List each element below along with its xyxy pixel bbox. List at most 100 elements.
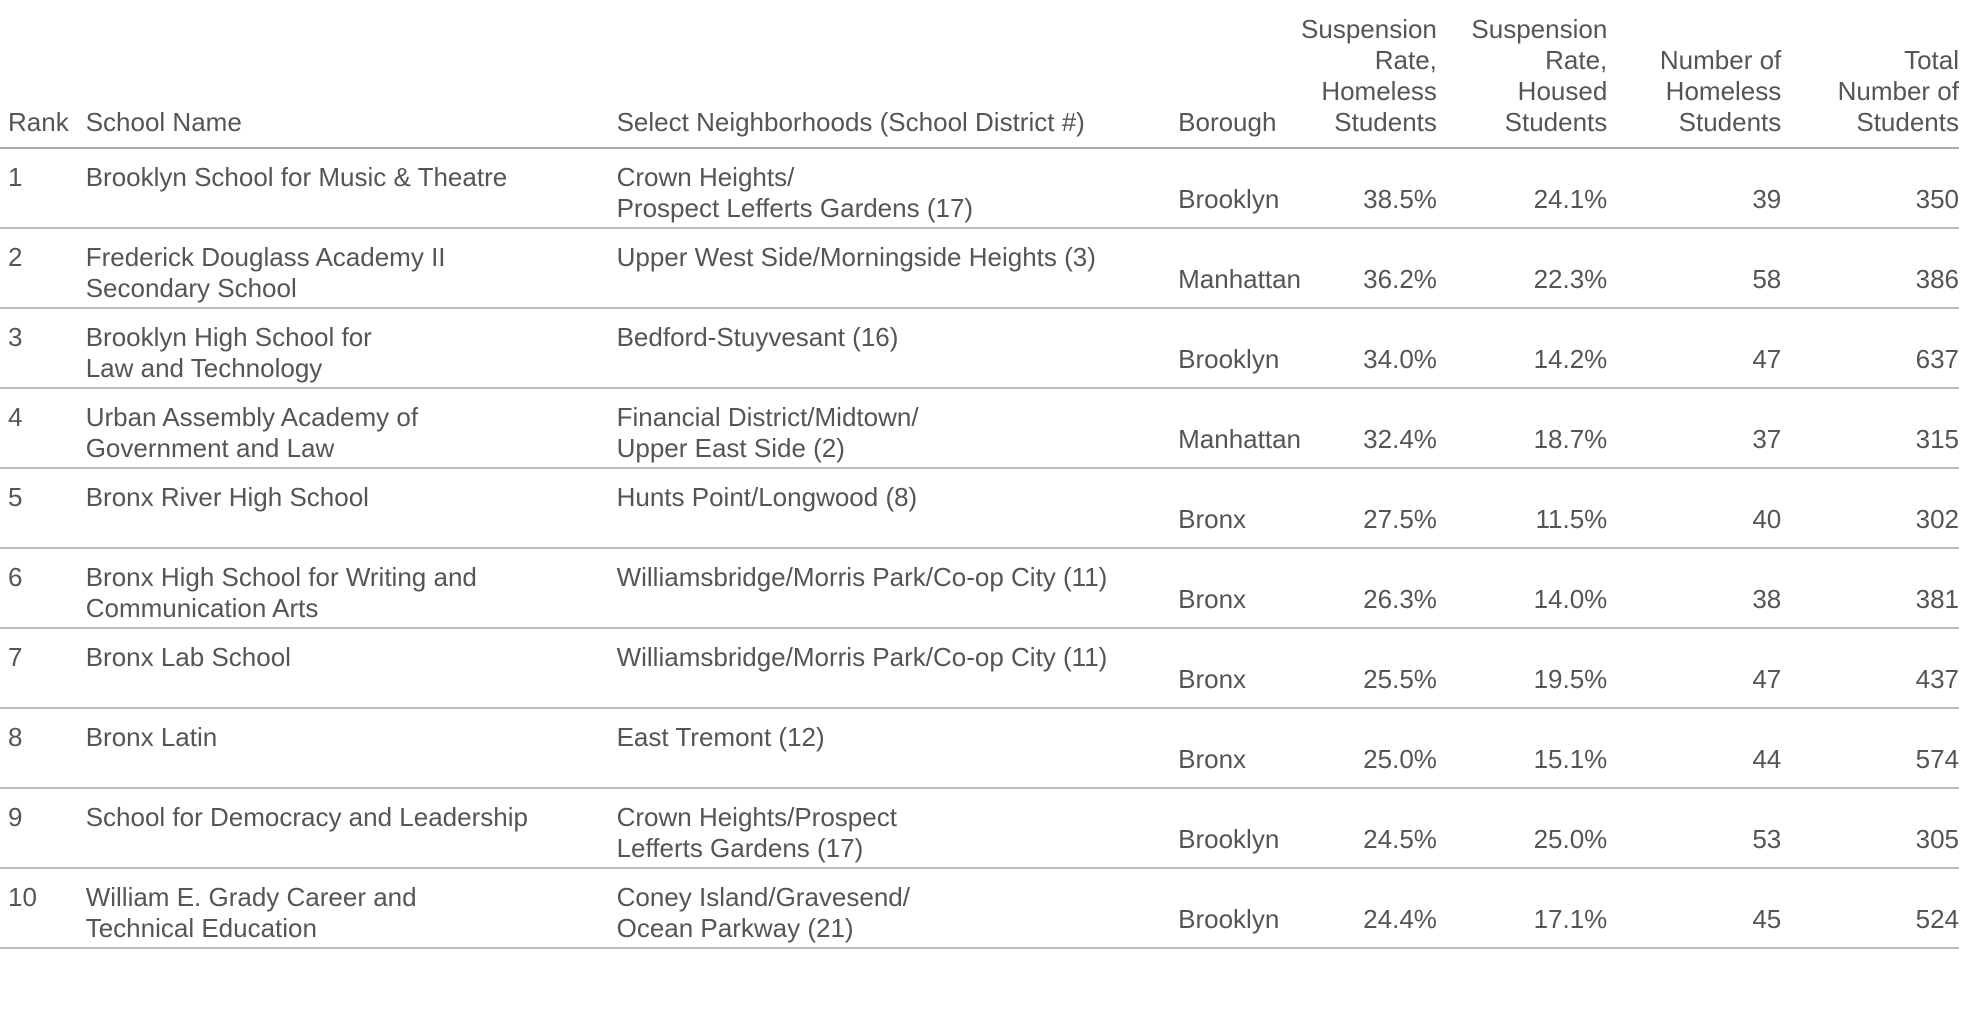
school-name-cell: Bronx River High School <box>85 468 617 549</box>
rate-housed-cell: 25.0% <box>1436 788 1608 869</box>
rank-cell: 8 <box>0 708 86 789</box>
rate-homeless-cell: 34.0% <box>1301 308 1437 389</box>
rate-homeless-cell: 32.4% <box>1301 388 1437 469</box>
neighborhood-cell: Hunts Point/Longwood (8) <box>616 468 1179 549</box>
total-cell: 381 <box>1781 548 1959 629</box>
table-row: 9 School for Democracy and Leadership Crow… <box>0 788 1959 869</box>
neighborhood-cell: Crown Heights/Prospect Lefferts Gardens … <box>616 788 1179 869</box>
rank-cell: 7 <box>0 628 86 709</box>
rate-homeless-cell: 36.2% <box>1301 228 1437 309</box>
rate-housed-cell: 19.5% <box>1436 628 1608 709</box>
table-row: 8 Bronx Latin East Tremont (12) Bronx 25.0% 1… <box>0 708 1959 789</box>
schools-table: Rank School Name Select Neighborhoods (S… <box>0 14 1959 949</box>
num-homeless-cell: 53 <box>1607 788 1782 869</box>
rate-housed-cell: 22.3% <box>1436 228 1608 309</box>
borough-cell: Brooklyn <box>1178 308 1302 389</box>
rank-cell: 5 <box>0 468 86 549</box>
header-row: Rank School Name Select Neighborhoods (S… <box>0 14 1959 149</box>
rate-homeless-cell: 24.4% <box>1301 868 1437 949</box>
num-homeless-cell: 40 <box>1607 468 1782 549</box>
rate-housed-cell: 14.0% <box>1436 548 1608 629</box>
rate-housed-cell: 14.2% <box>1436 308 1608 389</box>
num-homeless-cell: 38 <box>1607 548 1782 629</box>
school-name-cell: Frederick Douglass Academy II Secondary … <box>85 228 617 309</box>
rate-homeless-cell: 38.5% <box>1301 148 1437 229</box>
header-rank: Rank <box>0 14 86 149</box>
rank-cell: 10 <box>0 868 86 949</box>
table-row: 5 Bronx River High School Hunts Point/Long… <box>0 468 1959 549</box>
total-cell: 386 <box>1781 228 1959 309</box>
header-total: Total Number of Students <box>1781 14 1959 149</box>
borough-cell: Brooklyn <box>1178 148 1302 229</box>
rank-cell: 1 <box>0 148 86 229</box>
total-cell: 315 <box>1781 388 1959 469</box>
rate-housed-cell: 18.7% <box>1436 388 1608 469</box>
borough-cell: Bronx <box>1178 708 1302 789</box>
rate-homeless-cell: 26.3% <box>1301 548 1437 629</box>
num-homeless-cell: 39 <box>1607 148 1782 229</box>
total-cell: 574 <box>1781 708 1959 789</box>
borough-cell: Bronx <box>1178 468 1302 549</box>
header-borough: Borough <box>1178 14 1302 149</box>
num-homeless-cell: 58 <box>1607 228 1782 309</box>
table-row: 1 Brooklyn School for Music & Theatre Crow… <box>0 148 1959 229</box>
header-rate-housed: Suspension Rate, Housed Students <box>1436 14 1608 149</box>
borough-cell: Brooklyn <box>1178 788 1302 869</box>
rate-homeless-cell: 25.5% <box>1301 628 1437 709</box>
rate-homeless-cell: 25.0% <box>1301 708 1437 789</box>
table-row: 2 Frederick Douglass Academy II Secondary… <box>0 228 1959 309</box>
school-name-cell: Brooklyn High School for Law and Technol… <box>85 308 617 389</box>
school-name-cell: Urban Assembly Academy of Government and… <box>85 388 617 469</box>
total-cell: 302 <box>1781 468 1959 549</box>
num-homeless-cell: 44 <box>1607 708 1782 789</box>
rate-housed-cell: 15.1% <box>1436 708 1608 789</box>
school-name-cell: Bronx High School for Writing and Commun… <box>85 548 617 629</box>
num-homeless-cell: 37 <box>1607 388 1782 469</box>
rank-cell: 9 <box>0 788 86 869</box>
rate-homeless-cell: 24.5% <box>1301 788 1437 869</box>
total-cell: 524 <box>1781 868 1959 949</box>
total-cell: 350 <box>1781 148 1959 229</box>
rank-cell: 3 <box>0 308 86 389</box>
total-cell: 637 <box>1781 308 1959 389</box>
num-homeless-cell: 47 <box>1607 308 1782 389</box>
borough-cell: Bronx <box>1178 628 1302 709</box>
num-homeless-cell: 45 <box>1607 868 1782 949</box>
table-row: 3 Brooklyn High School for Law and Techno… <box>0 308 1959 389</box>
header-rate-homeless: Suspension Rate, Homeless Students <box>1301 14 1437 149</box>
school-name-cell: Bronx Lab School <box>85 628 617 709</box>
header-num-homeless: Number of Homeless Students <box>1607 14 1782 149</box>
rank-cell: 6 <box>0 548 86 629</box>
borough-cell: Manhattan <box>1178 228 1302 309</box>
school-name-cell: William E. Grady Career and Technical Ed… <box>85 868 617 949</box>
neighborhood-cell: Coney Island/Gravesend/ Ocean Parkway (2… <box>616 868 1179 949</box>
total-cell: 437 <box>1781 628 1959 709</box>
header-neighborhood: Select Neighborhoods (School District #) <box>616 14 1179 149</box>
num-homeless-cell: 47 <box>1607 628 1782 709</box>
rank-cell: 2 <box>0 228 86 309</box>
header-school-name: School Name <box>85 14 617 149</box>
school-name-cell: Bronx Latin <box>85 708 617 789</box>
neighborhood-cell: Financial District/Midtown/ Upper East S… <box>616 388 1179 469</box>
rate-housed-cell: 17.1% <box>1436 868 1608 949</box>
rank-cell: 4 <box>0 388 86 469</box>
total-cell: 305 <box>1781 788 1959 869</box>
rate-homeless-cell: 27.5% <box>1301 468 1437 549</box>
neighborhood-cell: Williamsbridge/Morris Park/Co-op City (1… <box>616 548 1179 629</box>
rate-housed-cell: 24.1% <box>1436 148 1608 229</box>
neighborhood-cell: Crown Heights/ Prospect Lefferts Gardens… <box>616 148 1179 229</box>
school-name-cell: School for Democracy and Leadership <box>85 788 617 869</box>
borough-cell: Brooklyn <box>1178 868 1302 949</box>
neighborhood-cell: Williamsbridge/Morris Park/Co-op City (1… <box>616 628 1179 709</box>
borough-cell: Manhattan <box>1178 388 1302 469</box>
table-row: 6 Bronx High School for Writing and Commu… <box>0 548 1959 629</box>
table-row: 4 Urban Assembly Academy of Government an… <box>0 388 1959 469</box>
school-name-cell: Brooklyn School for Music & Theatre <box>85 148 617 229</box>
borough-cell: Bronx <box>1178 548 1302 629</box>
table-row: 7 Bronx Lab School Williamsbridge/Morris P… <box>0 628 1959 709</box>
rate-housed-cell: 11.5% <box>1436 468 1608 549</box>
neighborhood-cell: Upper West Side/Morningside Heights (3) <box>616 228 1179 309</box>
table-row: 10 William E. Grady Career and Technical … <box>0 868 1959 949</box>
neighborhood-cell: Bedford-Stuyvesant (16) <box>616 308 1179 389</box>
neighborhood-cell: East Tremont (12) <box>616 708 1179 789</box>
